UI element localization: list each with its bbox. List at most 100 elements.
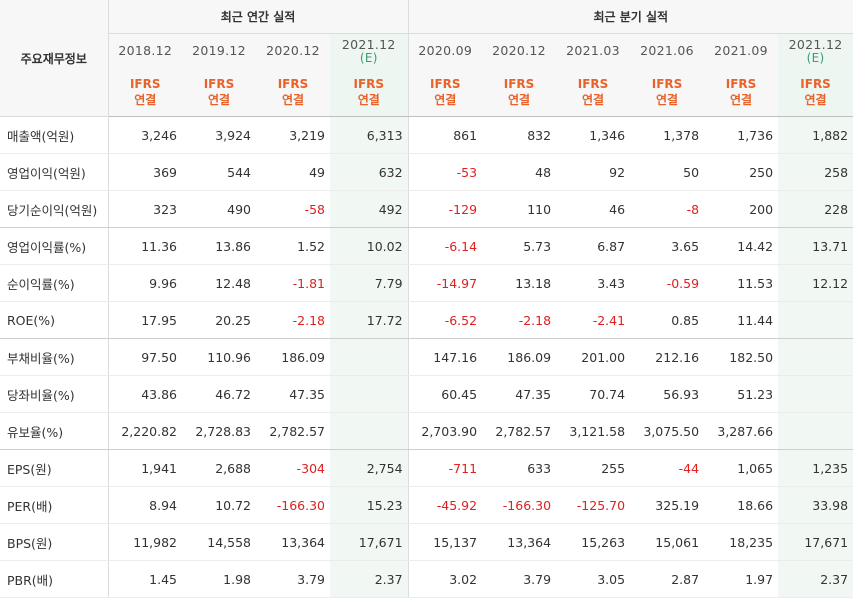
table-cell: 110.96 <box>182 338 256 376</box>
period-header: 2021.03 <box>556 33 631 67</box>
row-label: 유보율(%) <box>0 412 109 450</box>
table-cell: 1,378 <box>630 116 705 154</box>
table-cell: 3.05 <box>556 560 631 598</box>
table-cell: 13,364 <box>482 523 557 561</box>
table-cell: 7.79 <box>330 264 409 302</box>
table-row: 매출액(억원) 3,246 3,924 3,219 6,313 861 832 1,346 1,… <box>0 116 853 154</box>
row-label: 당좌비율(%) <box>0 375 109 413</box>
table-row: BPS(원) 11,982 14,558 13,364 17,671 15,137 13,3… <box>0 523 853 561</box>
period-header: 2021.12 (E) <box>330 33 409 67</box>
table-cell: 2,703.90 <box>408 412 483 450</box>
table-cell: 250 <box>704 153 779 191</box>
period-label: 2021.09 <box>714 43 768 58</box>
table-cell: 8.94 <box>108 486 182 524</box>
table-cell: 258 <box>778 153 853 191</box>
table-cell: 17,671 <box>778 523 853 561</box>
table-cell: 323 <box>108 190 182 228</box>
table-cell: 147.16 <box>408 338 483 376</box>
row-label: 당기순이익(억원) <box>0 190 109 228</box>
table-cell: 15,137 <box>408 523 483 561</box>
table-cell: -166.30 <box>256 486 330 524</box>
table-cell: 201.00 <box>556 338 631 376</box>
table-cell: 3.02 <box>408 560 483 598</box>
table-cell: 1.52 <box>256 227 330 265</box>
table-cell: -166.30 <box>482 486 557 524</box>
table-cell: 3,121.58 <box>556 412 631 450</box>
period-label: 2020.09 <box>418 43 473 58</box>
period-label: 2021.12 <box>788 36 843 52</box>
table-cell: 11.36 <box>108 227 182 265</box>
table-cell: 1,065 <box>704 449 779 487</box>
table-cell: 2.37 <box>330 560 409 598</box>
table-cell: 33.98 <box>778 486 853 524</box>
table-cell: 186.09 <box>256 338 330 376</box>
table-cell: 6.87 <box>556 227 631 265</box>
row-label: EPS(원) <box>0 449 109 487</box>
period-label: 2020.12 <box>492 43 546 58</box>
period-label: 2020.12 <box>266 43 320 58</box>
consolidated-label: 연결 <box>582 92 605 107</box>
quarter-section-title: 최근 분기 실적 <box>408 0 853 34</box>
period-header: 2020.12 <box>482 33 557 67</box>
table-cell: 92 <box>556 153 631 191</box>
table-cell: 490 <box>182 190 256 228</box>
table-cell: -8 <box>630 190 705 228</box>
table-cell: -2.18 <box>256 301 330 339</box>
table-cell: 2,728.83 <box>182 412 256 450</box>
table-cell: 2,782.57 <box>256 412 330 450</box>
table-cell: 228 <box>778 190 853 228</box>
table-cell: 70.74 <box>556 375 631 413</box>
table-cell: 369 <box>108 153 182 191</box>
table-cell: 14,558 <box>182 523 256 561</box>
table-cell: 3.43 <box>556 264 631 302</box>
ifrs-header: IFRS 연결 <box>330 67 409 117</box>
table-cell: 2.37 <box>778 560 853 598</box>
table-cell: 2,782.57 <box>482 412 557 450</box>
consolidated-label: 연결 <box>281 92 305 107</box>
period-label: 2021.06 <box>640 43 694 58</box>
table-cell: -2.41 <box>556 301 631 339</box>
table-cell: -6.52 <box>408 301 483 339</box>
table-cell <box>330 338 409 376</box>
table-cell: 3,075.50 <box>630 412 705 450</box>
table-cell <box>330 412 409 450</box>
estimate-marker: (E) <box>359 50 378 65</box>
ifrs-label: IFRS <box>800 76 831 91</box>
row-label: PBR(배) <box>0 560 109 598</box>
ifrs-label: IFRS <box>651 76 683 91</box>
consolidated-label: 연결 <box>134 92 157 107</box>
annual-section-title: 최근 연간 실적 <box>108 0 409 34</box>
consolidated-label: 연결 <box>207 92 231 107</box>
table-cell: 1.45 <box>108 560 182 598</box>
table-cell: 5.73 <box>482 227 557 265</box>
period-header: 2019.12 <box>182 33 256 67</box>
row-label: BPS(원) <box>0 523 109 561</box>
table-cell: -53 <box>408 153 483 191</box>
table-cell: 2,220.82 <box>108 412 182 450</box>
table-cell: 49 <box>256 153 330 191</box>
table-cell: 46 <box>556 190 631 228</box>
table-cell: 12.12 <box>778 264 853 302</box>
period-header: 2020.09 <box>408 33 483 67</box>
table-cell: 13.18 <box>482 264 557 302</box>
table-row: 순이익률(%) 9.96 12.48 -1.81 7.79 -14.97 13.18 3.43… <box>0 264 853 302</box>
table-cell: 3.79 <box>482 560 557 598</box>
table-cell: 20.25 <box>182 301 256 339</box>
corner-label: 주요재무정보 <box>0 0 109 117</box>
table-cell: 11.44 <box>704 301 779 339</box>
table-cell: -14.97 <box>408 264 483 302</box>
table-cell: -6.14 <box>408 227 483 265</box>
table-cell: 0.85 <box>630 301 705 339</box>
row-label: 영업이익(억원) <box>0 153 109 191</box>
row-label: 순이익률(%) <box>0 264 109 302</box>
consolidated-label: 연결 <box>434 92 457 107</box>
table-cell: 832 <box>482 116 557 154</box>
table-cell: -2.18 <box>482 301 557 339</box>
ifrs-header: IFRS 연결 <box>182 67 256 117</box>
table-cell: -0.59 <box>630 264 705 302</box>
table-cell: 1,882 <box>778 116 853 154</box>
ifrs-header: IFRS 연결 <box>256 67 330 117</box>
table-cell <box>778 338 853 376</box>
table-cell: 1,736 <box>704 116 779 154</box>
